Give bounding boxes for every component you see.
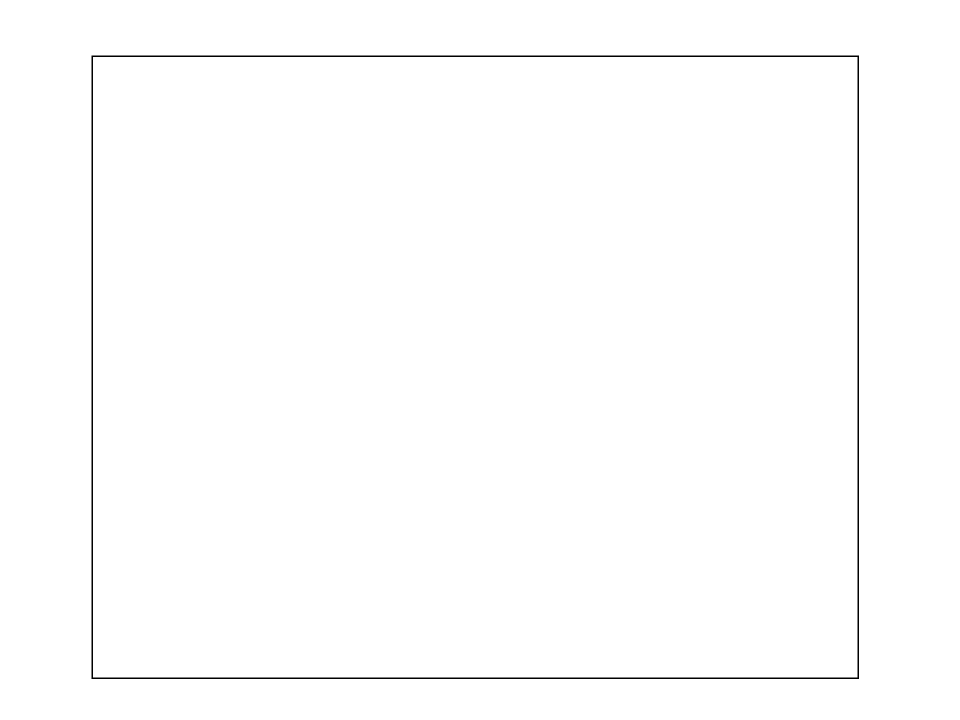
plot-border — [91, 55, 859, 679]
